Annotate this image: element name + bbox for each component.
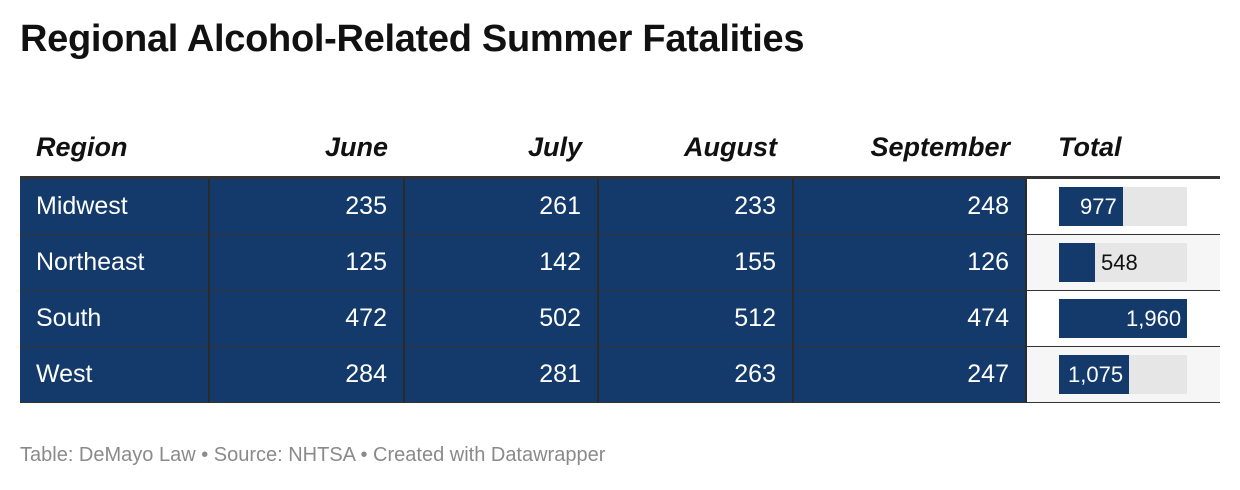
cell-july: 502 <box>404 290 599 347</box>
cell-region: West <box>20 346 210 403</box>
cell-july: 281 <box>404 346 599 403</box>
cell-total: 1,075 <box>1026 346 1220 403</box>
cell-region: Northeast <box>20 234 210 291</box>
table-row: South 472 502 512 474 1,960 <box>20 290 1220 347</box>
cell-june: 235 <box>209 177 405 235</box>
total-bar <box>1059 299 1187 338</box>
column-header-august[interactable]: August <box>598 118 793 179</box>
cell-september: 248 <box>793 177 1027 235</box>
table-header-row: Region June July August September Total <box>20 118 1220 179</box>
total-bar-label: 1,960 <box>1126 306 1182 331</box>
cell-june: 284 <box>209 346 405 403</box>
cell-september: 474 <box>793 290 1027 347</box>
total-bar <box>1059 187 1123 226</box>
cell-september: 247 <box>793 346 1027 403</box>
total-bar-track: 977 <box>1059 187 1187 226</box>
total-bar-label: 977 <box>1080 194 1117 219</box>
total-bar-track: 548 <box>1059 243 1187 282</box>
cell-total: 548 <box>1026 234 1220 291</box>
cell-august: 263 <box>598 346 794 403</box>
cell-june: 472 <box>209 290 405 347</box>
cell-august: 155 <box>598 234 794 291</box>
table-row: West 284 281 263 247 1,075 <box>20 346 1220 403</box>
total-bar-track: 1,960 <box>1059 299 1187 338</box>
chart-title: Regional Alcohol-Related Summer Fataliti… <box>20 18 805 60</box>
column-header-region[interactable]: Region <box>20 118 209 179</box>
cell-august: 512 <box>598 290 794 347</box>
cell-july: 142 <box>404 234 599 291</box>
cell-total: 1,960 <box>1026 290 1220 347</box>
data-table-container: Region June July August September Total … <box>20 118 1220 403</box>
total-bar-track: 1,075 <box>1059 355 1187 394</box>
column-header-september[interactable]: September <box>793 118 1026 179</box>
cell-july: 261 <box>404 177 599 235</box>
table-row: Midwest 235 261 233 248 977 <box>20 177 1220 235</box>
total-bar <box>1059 355 1129 394</box>
total-bar-label: 1,075 <box>1068 362 1124 387</box>
total-bar-label: 548 <box>1101 250 1138 275</box>
cell-august: 233 <box>598 177 794 235</box>
cell-june: 125 <box>209 234 405 291</box>
footer-credits: Table: DeMayo Law • Source: NHTSA • Crea… <box>20 444 606 466</box>
cell-september: 126 <box>793 234 1027 291</box>
cell-total: 977 <box>1026 177 1220 235</box>
column-header-july[interactable]: July <box>404 118 598 179</box>
data-table: Region June July August September Total … <box>20 118 1220 403</box>
column-header-june[interactable]: June <box>209 118 404 179</box>
table-row: Northeast 125 142 155 126 548 <box>20 234 1220 291</box>
cell-region: Midwest <box>20 177 210 235</box>
column-header-total[interactable]: Total <box>1026 118 1220 179</box>
cell-region: South <box>20 290 210 347</box>
total-bar <box>1059 243 1095 282</box>
